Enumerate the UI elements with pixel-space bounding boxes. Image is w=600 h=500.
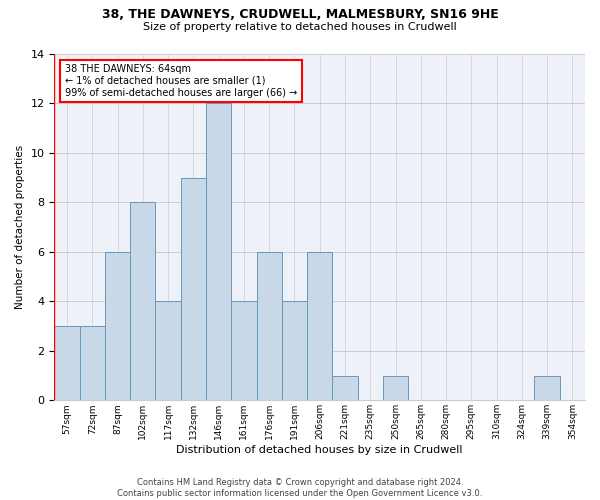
- Bar: [535, 376, 560, 400]
- Bar: [181, 178, 206, 400]
- Bar: [383, 376, 408, 400]
- Bar: [130, 202, 155, 400]
- Text: Size of property relative to detached houses in Crudwell: Size of property relative to detached ho…: [143, 22, 457, 32]
- Bar: [307, 252, 332, 400]
- Bar: [55, 326, 80, 400]
- Bar: [231, 302, 257, 400]
- Bar: [206, 104, 231, 401]
- Text: Contains HM Land Registry data © Crown copyright and database right 2024.
Contai: Contains HM Land Registry data © Crown c…: [118, 478, 482, 498]
- Bar: [282, 302, 307, 400]
- Bar: [155, 302, 181, 400]
- Y-axis label: Number of detached properties: Number of detached properties: [15, 145, 25, 309]
- Bar: [105, 252, 130, 400]
- Text: 38 THE DAWNEYS: 64sqm
← 1% of detached houses are smaller (1)
99% of semi-detach: 38 THE DAWNEYS: 64sqm ← 1% of detached h…: [65, 64, 297, 98]
- Bar: [332, 376, 358, 400]
- Text: 38, THE DAWNEYS, CRUDWELL, MALMESBURY, SN16 9HE: 38, THE DAWNEYS, CRUDWELL, MALMESBURY, S…: [101, 8, 499, 20]
- X-axis label: Distribution of detached houses by size in Crudwell: Distribution of detached houses by size …: [176, 445, 463, 455]
- Bar: [257, 252, 282, 400]
- Bar: [80, 326, 105, 400]
